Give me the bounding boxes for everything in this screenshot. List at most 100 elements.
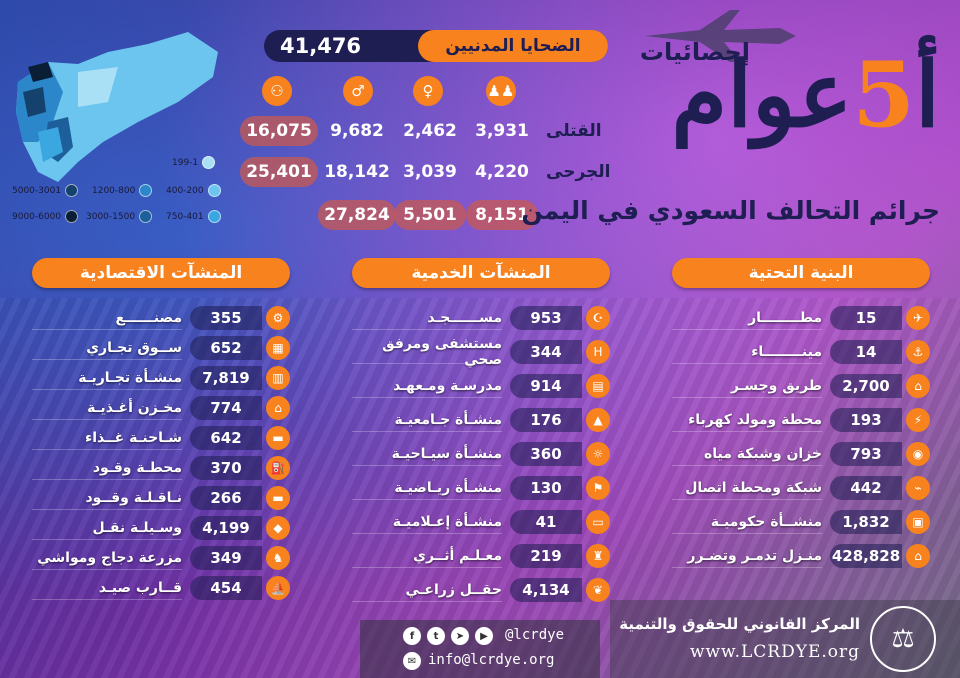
man-icon: ♂ [343,76,373,106]
killed-men: 9,682 [330,121,384,141]
title-stats: إحصائيات [639,38,750,66]
item-value: 176 [510,408,582,432]
item-value: 4,134 [510,578,582,602]
item-icon: ⚡ [906,408,930,432]
stat-item: مزرعة دجاج ومواشي 349 ♞ [32,546,290,570]
item-label: شبكة ومحطة اتصال [672,476,822,500]
killed-children: 3,931 [475,121,529,141]
item-icon: ✈ [906,306,930,330]
item-value: 953 [510,306,582,330]
item-value: 1,832 [830,510,902,534]
stat-item: منشـأة جـامعيـة 176 ▲ [352,408,610,432]
item-value: 14 [830,340,902,364]
children-icon: ♟♟ [486,76,516,106]
item-label: منشـأة سيـاحيـة [352,442,502,466]
item-value: 442 [830,476,902,500]
item-icon: ◆ [266,516,290,540]
youtube-icon[interactable]: ▶ [475,627,493,645]
stat-item: وسـيلـة نقـل 4,199 ◆ [32,516,290,540]
stat-item: ســوق تجـاري 652 ▦ [32,336,290,360]
injured-men: 18,142 [324,162,390,182]
legend-item: 400-200 [166,184,221,197]
item-label: نـاقـلـة وقــود [32,486,182,510]
item-label: مينــــــــاء [672,340,822,364]
item-icon: ♜ [586,544,610,568]
stat-item: منـزل تدمـر وتضـرر 428,828 ⌂ [672,544,930,568]
item-icon: ▣ [906,510,930,534]
family-icon: ⚇ [262,76,292,106]
item-label: منشــأة حكوميـة [672,510,822,534]
stat-item: مخـزن أغـذيـة 774 ⌂ [32,396,290,420]
item-label: شـاحنـة غــذاء [32,426,182,450]
section-head-services: المنشآت الخدمية [352,258,610,288]
item-label: مطــــــــار [672,306,822,330]
stat-item: مستشفى ومرفق صحي 344 H [352,336,610,368]
item-value: 360 [510,442,582,466]
section-head-economic: المنشآت الاقتصادية [32,258,290,288]
mail-icon: ✉ [403,652,421,670]
item-icon: H [586,340,610,364]
organization-logo: ⚖ [870,606,936,672]
background-rubble [0,298,960,678]
item-icon: ♞ [266,546,290,570]
legend-item: 9000-6000 [12,210,79,223]
item-label: حقــل زراعـي [352,578,502,602]
item-value: 642 [190,426,262,450]
item-icon: ◉ [906,442,930,466]
item-label: مزرعة دجاج ومواشي [32,546,182,570]
telegram-icon[interactable]: ➤ [451,627,469,645]
item-label: مصنــــــع [32,306,182,330]
stat-item: منشـأة ريـاضيـة 130 ⚑ [352,476,610,500]
item-value: 793 [830,442,902,466]
organization-name: المركز القانوني للحقوق والتنمية [619,615,860,633]
injured-total: 25,401 [240,157,318,187]
item-value: 349 [190,546,262,570]
item-icon: ⌂ [906,544,930,568]
item-label: وسـيلـة نقـل [32,516,182,540]
stat-item: مطــــــــار 15 ✈ [672,306,930,330]
stat-item: حقــل زراعـي 4,134 ❦ [352,578,610,602]
item-icon: ▬ [266,426,290,450]
sum-women: 5,501 [394,200,466,230]
subtitle: جرائم التحالف السعودي في اليمن [521,196,940,225]
stat-item: مســــــجـد 953 ☪ [352,306,610,330]
email-link[interactable]: info@lcrdye.org [428,652,555,668]
item-icon: ⌁ [906,476,930,500]
legend-item: 1200-800 [92,184,153,197]
item-icon: ⚙ [266,306,290,330]
item-label: مســــــجـد [352,306,502,330]
injured-women: 3,039 [403,162,457,182]
item-value: 914 [510,374,582,398]
social-handle[interactable]: @lcrdye [505,627,565,643]
item-icon: ⛵ [266,576,290,600]
item-label: مدرسـة ومـعهـد [352,374,502,398]
stat-item: منشـأة تجـاريـة 7,819 ▥ [32,366,290,390]
item-value: 2,700 [830,374,902,398]
stat-item: نـاقـلـة وقــود 266 ▬ [32,486,290,510]
stat-item: شـاحنـة غــذاء 642 ▬ [32,426,290,450]
stat-item: منشــأة حكوميـة 1,832 ▣ [672,510,930,534]
item-value: 219 [510,544,582,568]
killed-women: 2,462 [403,121,457,141]
fighter-jet-icon [645,10,796,62]
organization-website[interactable]: www.LCRDYE.org [689,642,860,662]
item-icon: ▬ [266,486,290,510]
injured-children: 4,220 [475,162,529,182]
twitter-icon[interactable]: t [427,627,445,645]
facebook-icon[interactable]: f [403,627,421,645]
stat-item: محطـة وقـود 370 ⛽ [32,456,290,480]
stat-item: مدرسـة ومـعهـد 914 ▤ [352,374,610,398]
item-value: 130 [510,476,582,500]
item-value: 774 [190,396,262,420]
item-value: 4,199 [190,516,262,540]
legend-item: 750-401 [166,210,221,223]
section-head-infrastructure: البنية التحتية [672,258,930,288]
civilian-victims-label: الضحايا المدنيين [418,30,608,62]
item-icon: ▦ [266,336,290,360]
item-icon: ⌂ [906,374,930,398]
legend-dot [207,184,221,197]
killed-label: القتلى [546,121,602,141]
item-label: مخـزن أغـذيـة [32,396,182,420]
item-icon: ▲ [586,408,610,432]
